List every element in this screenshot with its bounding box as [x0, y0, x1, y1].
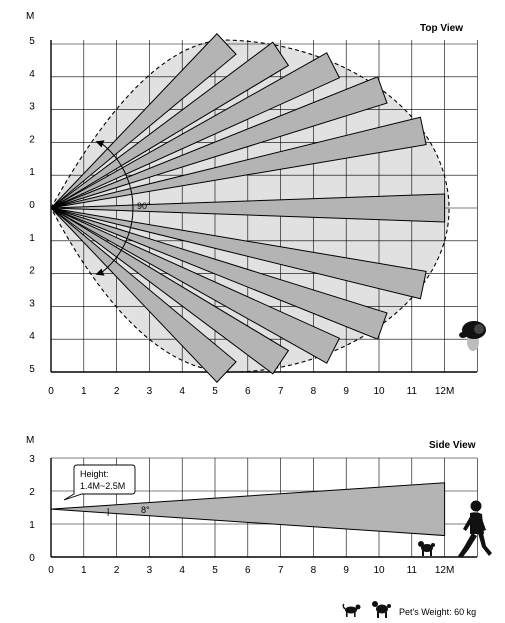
beam	[50, 41, 290, 209]
x-tick-label: 12M	[435, 386, 454, 397]
beam	[50, 116, 427, 209]
y-tick-label: 2	[29, 266, 35, 277]
top-view-title: Top View	[420, 23, 463, 34]
x-tick-label: 8	[311, 386, 317, 397]
x-tick-label: 10	[373, 565, 385, 576]
side-view-title: Side View	[429, 440, 476, 451]
x-tick-label: 12M	[435, 565, 454, 576]
y-tick-label: 5	[29, 36, 35, 47]
y-tick-label: 4	[29, 331, 35, 342]
x-tick-label: 6	[245, 565, 251, 576]
top-view-beams	[50, 33, 446, 383]
x-tick-label: 5	[212, 565, 218, 576]
height-label-line1: Height:	[80, 469, 109, 479]
x-tick-label: 9	[343, 386, 349, 397]
y-tick-label: 0	[29, 200, 35, 211]
dog-icon	[418, 541, 435, 556]
y-tick-label: 3	[29, 102, 35, 113]
beam	[50, 76, 388, 209]
x-tick-label: 0	[48, 386, 54, 397]
beam	[50, 33, 237, 209]
x-tick-label: 1	[81, 386, 87, 397]
person-top-icon	[459, 321, 486, 351]
x-tick-label: 2	[114, 565, 120, 576]
beam	[50, 193, 446, 223]
arrow-head-icon	[95, 268, 105, 276]
side-view-angle-label: 8°	[141, 505, 150, 515]
x-tick-label: 3	[147, 386, 153, 397]
beam	[50, 207, 388, 340]
person-walking-icon	[458, 500, 492, 558]
x-tick-label: 7	[278, 386, 284, 397]
x-tick-label: 3	[147, 565, 153, 576]
x-tick-label: 7	[278, 565, 284, 576]
x-tick-label: 6	[245, 386, 251, 397]
beam	[50, 207, 427, 300]
x-tick-label: 11	[407, 386, 418, 397]
side-view-unit: M	[26, 435, 34, 446]
side-view-beam	[50, 482, 446, 537]
y-tick-label: 3	[29, 298, 35, 309]
side-view-y-ticks: 3 2 1 0	[29, 454, 35, 564]
y-tick-label: 2	[29, 134, 35, 145]
angle-arc	[101, 142, 134, 274]
x-tick-label: 8	[311, 565, 317, 576]
x-tick-label: 4	[179, 386, 185, 397]
pet-weight-note: Pet's Weight: 60 kg	[342, 601, 476, 618]
x-tick-label: 11	[407, 565, 418, 576]
beam	[50, 207, 290, 375]
y-tick-label: 1	[29, 167, 35, 178]
x-tick-label: 0	[48, 565, 54, 576]
top-view-y-ticks: 5 4 3 2 1 0 1 2 3 4 5	[29, 36, 35, 375]
top-view-x-ticks: 0 1 2 3 4 5 6 7 8 9 10 11 12M	[48, 386, 454, 397]
top-view-chart: M Top View 90° 0 1 2 3 4 5 6 7 8 9 10 11 12M 5432101…	[26, 11, 486, 397]
top-view-unit: M	[26, 11, 34, 22]
cat-icon	[342, 603, 361, 617]
y-tick-label: 5	[29, 364, 35, 375]
top-view-angle-label: 90°	[137, 201, 151, 211]
height-callout: Height: 1.4M~2.5M	[63, 464, 136, 501]
y-tick-label: 2	[29, 487, 35, 498]
height-label-line2: 1.4M~2.5M	[80, 481, 125, 491]
side-view-chart: M Side View 8° Height: 1.4M~2.5M 0 1 2 3 4 5 6…	[26, 435, 492, 576]
beam	[50, 207, 237, 383]
poodle-icon	[372, 601, 391, 618]
arrow-head-icon	[95, 140, 105, 148]
x-tick-label: 5	[212, 386, 218, 397]
x-tick-label: 9	[343, 565, 349, 576]
angle-indicator	[95, 140, 134, 276]
y-tick-label: 0	[29, 553, 35, 564]
x-tick-label: 2	[114, 386, 120, 397]
side-view-x-ticks: 0 1 2 3 4 5 6 7 8 9 10 11 12M	[48, 565, 454, 576]
y-tick-label: 4	[29, 69, 35, 80]
y-tick-label: 1	[29, 520, 35, 531]
x-tick-label: 1	[81, 565, 87, 576]
x-tick-label: 10	[373, 386, 385, 397]
x-tick-label: 4	[179, 565, 185, 576]
y-tick-label: 3	[29, 454, 35, 465]
pet-weight-label: Pet's Weight: 60 kg	[399, 607, 476, 617]
y-tick-label: 1	[29, 233, 35, 244]
